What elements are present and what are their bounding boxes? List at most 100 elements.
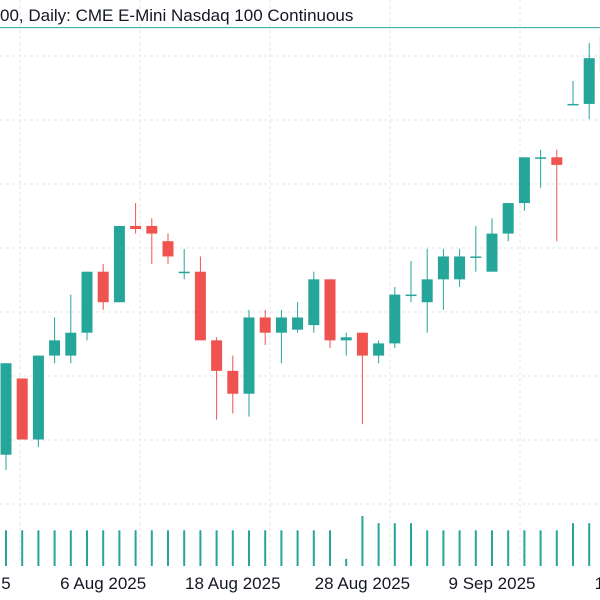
candle bbox=[583, 42, 595, 120]
candle-body bbox=[308, 279, 320, 326]
candle-body bbox=[405, 294, 417, 297]
candle bbox=[113, 225, 125, 303]
volume-bar bbox=[69, 530, 72, 566]
candle bbox=[502, 203, 514, 242]
volume-bar bbox=[458, 530, 461, 566]
candle-body bbox=[518, 157, 530, 204]
candle bbox=[243, 309, 255, 417]
candle bbox=[535, 149, 547, 188]
volume-bar bbox=[442, 530, 445, 566]
volume-bar bbox=[572, 523, 574, 566]
candle-body bbox=[243, 317, 255, 394]
candle-body bbox=[227, 370, 239, 394]
candle bbox=[32, 355, 44, 448]
candle bbox=[162, 233, 174, 265]
chart-title: 00, Daily: CME E-Mini Nasdaq 100 Continu… bbox=[0, 6, 354, 25]
candle bbox=[65, 294, 77, 364]
volume-bar bbox=[37, 530, 40, 566]
candle-body bbox=[583, 58, 595, 104]
candle bbox=[259, 309, 271, 345]
candle-body bbox=[275, 317, 287, 333]
candle bbox=[454, 248, 466, 287]
volume-bar bbox=[86, 530, 88, 566]
candle bbox=[356, 332, 368, 425]
x-tick-label: 28 Aug 2025 bbox=[315, 574, 410, 593]
x-tick-label: 19 Sep bbox=[595, 574, 600, 593]
candle-body bbox=[292, 317, 304, 330]
candle bbox=[405, 261, 417, 303]
volume-bar bbox=[539, 530, 542, 566]
volume-bar bbox=[523, 530, 526, 566]
candle bbox=[470, 225, 482, 272]
volume-bar bbox=[231, 530, 234, 566]
candle bbox=[81, 271, 93, 341]
candle bbox=[49, 317, 61, 364]
volume-bar bbox=[118, 530, 121, 566]
volume-bar bbox=[312, 530, 315, 566]
volume-bar bbox=[393, 523, 396, 566]
candle bbox=[437, 248, 449, 310]
volume-bar bbox=[588, 523, 591, 566]
candle-body bbox=[113, 225, 125, 303]
volume-bars bbox=[5, 516, 591, 566]
volume-bar bbox=[329, 530, 331, 566]
x-axis: 5 6 Aug 2025 18 Aug 2025 28 Aug 2025 9 Sep 2… bbox=[1, 574, 600, 593]
candle-body bbox=[130, 225, 142, 229]
candle-body bbox=[97, 271, 109, 303]
candle-body bbox=[356, 332, 368, 356]
volume-bar bbox=[507, 530, 510, 566]
candle-body bbox=[16, 378, 28, 440]
candle-body bbox=[81, 271, 93, 333]
candle-body bbox=[162, 241, 174, 257]
volume-bar bbox=[345, 558, 348, 566]
candle bbox=[518, 157, 530, 211]
candle bbox=[340, 332, 352, 356]
volume-bar bbox=[183, 530, 186, 566]
candle bbox=[227, 355, 239, 414]
candle-body bbox=[340, 337, 352, 341]
candle bbox=[373, 340, 385, 364]
candle-body bbox=[49, 340, 61, 356]
volume-bar bbox=[248, 530, 250, 566]
candle bbox=[567, 81, 579, 106]
volume-bar bbox=[377, 523, 380, 566]
candle bbox=[389, 286, 401, 348]
candle-body bbox=[373, 343, 385, 356]
candle bbox=[178, 248, 190, 280]
candle bbox=[486, 218, 498, 272]
candle-body bbox=[421, 279, 433, 303]
volume-bar bbox=[102, 530, 105, 566]
candle-body bbox=[567, 103, 579, 106]
grid bbox=[0, 0, 600, 560]
volume-bar bbox=[5, 530, 7, 566]
candle bbox=[292, 302, 304, 333]
volume-bar bbox=[280, 530, 283, 566]
candle-body bbox=[324, 279, 336, 341]
candle bbox=[130, 203, 142, 234]
candle-body bbox=[486, 233, 498, 272]
candle-body bbox=[194, 271, 206, 341]
candle-body bbox=[211, 340, 223, 371]
candles bbox=[0, 35, 600, 470]
volume-bar bbox=[264, 530, 267, 566]
x-tick-label: 5 bbox=[1, 574, 10, 593]
candle-body bbox=[551, 157, 563, 165]
candle bbox=[308, 271, 320, 333]
candle-body bbox=[0, 363, 12, 455]
volume-bar bbox=[134, 530, 137, 566]
candle-body bbox=[437, 256, 449, 280]
candle bbox=[421, 248, 433, 333]
volume-bar bbox=[555, 530, 558, 566]
candle-body bbox=[32, 355, 44, 440]
volume-bar bbox=[361, 516, 364, 566]
candle bbox=[194, 256, 206, 341]
candle-body bbox=[146, 225, 158, 234]
volume-bar bbox=[296, 530, 299, 566]
volume-bar bbox=[410, 523, 412, 566]
candle bbox=[551, 149, 563, 242]
volume-bar bbox=[215, 530, 218, 566]
volume-bar bbox=[199, 530, 202, 566]
candle-body bbox=[259, 317, 271, 333]
